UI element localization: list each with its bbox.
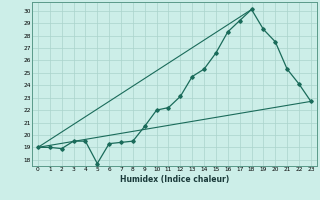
X-axis label: Humidex (Indice chaleur): Humidex (Indice chaleur) — [120, 175, 229, 184]
